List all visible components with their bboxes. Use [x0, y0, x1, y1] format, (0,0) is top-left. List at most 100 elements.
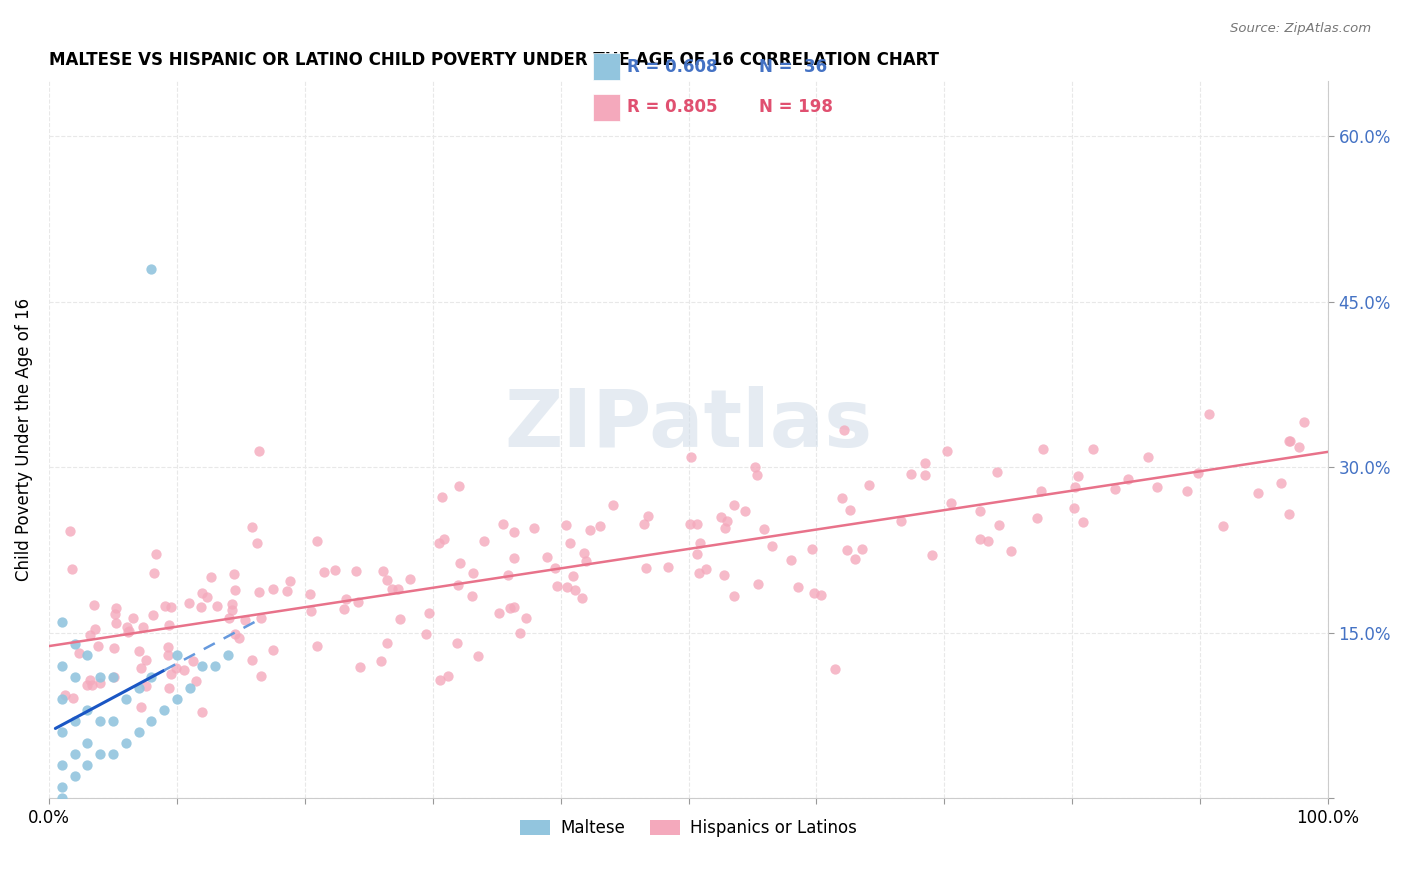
Point: [747, 468, 769, 483]
Point: [575, 554, 598, 568]
Point: [936, 444, 959, 458]
Point: [515, 611, 537, 625]
Text: ZIPatlas: ZIPatlas: [505, 386, 873, 465]
Point: [195, 591, 218, 605]
Point: [657, 560, 679, 574]
Point: [191, 586, 214, 600]
Point: [447, 578, 470, 592]
Point: [689, 536, 711, 550]
Point: [1104, 483, 1126, 497]
Point: [1067, 469, 1090, 483]
Point: [51, 791, 73, 805]
Point: [62, 691, 84, 706]
Point: [418, 607, 440, 621]
Point: [831, 491, 853, 505]
Point: [634, 561, 657, 575]
Point: [744, 460, 766, 475]
Point: [63, 637, 86, 651]
Point: [159, 600, 181, 615]
Point: [142, 566, 165, 581]
Point: [228, 631, 250, 645]
Point: [1146, 480, 1168, 494]
Point: [335, 592, 357, 607]
Point: [1116, 472, 1139, 486]
Point: [713, 521, 735, 535]
Point: [82, 678, 104, 692]
Point: [375, 573, 398, 587]
Point: [101, 714, 124, 728]
Point: [122, 611, 145, 625]
Point: [1031, 484, 1053, 499]
Point: [89, 670, 111, 684]
Point: [679, 516, 702, 531]
Point: [1292, 415, 1315, 429]
Point: [1278, 434, 1301, 448]
Point: [89, 714, 111, 728]
Point: [165, 661, 187, 675]
Point: [988, 518, 1011, 533]
Point: [858, 477, 880, 491]
Point: [105, 615, 128, 630]
Point: [51, 725, 73, 739]
Point: [752, 522, 775, 536]
Point: [76, 648, 98, 662]
Point: [177, 596, 200, 610]
Point: [117, 620, 139, 634]
Point: [191, 658, 214, 673]
Point: [141, 670, 163, 684]
Point: [844, 551, 866, 566]
Point: [63, 769, 86, 783]
Point: [1187, 466, 1209, 480]
Point: [496, 567, 519, 582]
Text: MALTESE VS HISPANIC OR LATINO CHILD POVERTY UNDER THE AGE OF 16 CORRELATION CHAR: MALTESE VS HISPANIC OR LATINO CHILD POVE…: [49, 51, 939, 69]
Point: [67, 646, 90, 660]
Point: [145, 547, 167, 561]
Point: [499, 601, 522, 615]
Point: [429, 673, 451, 687]
Point: [314, 565, 336, 579]
Point: [51, 692, 73, 706]
Point: [103, 670, 125, 684]
Point: [79, 628, 101, 642]
Point: [191, 705, 214, 719]
Point: [262, 642, 284, 657]
Text: R = 0.608: R = 0.608: [627, 58, 718, 76]
Point: [446, 635, 468, 649]
Point: [536, 550, 558, 565]
Point: [104, 607, 127, 621]
Legend: Maltese, Hispanics or Latinos: Maltese, Hispanics or Latinos: [513, 813, 863, 844]
Point: [449, 556, 471, 570]
Point: [560, 536, 582, 550]
Point: [463, 566, 485, 580]
Point: [242, 653, 264, 667]
Point: [346, 594, 368, 608]
Text: Source: ZipAtlas.com: Source: ZipAtlas.com: [1230, 22, 1371, 36]
Point: [1278, 434, 1301, 448]
Point: [488, 606, 510, 620]
Point: [370, 654, 392, 668]
Point: [716, 515, 738, 529]
Point: [184, 674, 207, 689]
Point: [695, 562, 717, 576]
Point: [76, 736, 98, 750]
Point: [76, 677, 98, 691]
Point: [76, 758, 98, 772]
Point: [1198, 407, 1220, 421]
Point: [128, 644, 150, 658]
Point: [824, 662, 846, 676]
Point: [433, 532, 456, 546]
Text: N = 198: N = 198: [759, 98, 832, 116]
Point: [83, 622, 105, 636]
Point: [1278, 507, 1301, 521]
Point: [1064, 480, 1087, 494]
Point: [544, 561, 567, 575]
Point: [472, 534, 495, 549]
Point: [939, 496, 962, 510]
Bar: [592, 54, 620, 80]
Point: [832, 424, 855, 438]
Point: [1270, 475, 1292, 490]
Point: [132, 620, 155, 634]
Point: [503, 551, 526, 566]
Point: [986, 465, 1008, 479]
Point: [810, 588, 832, 602]
